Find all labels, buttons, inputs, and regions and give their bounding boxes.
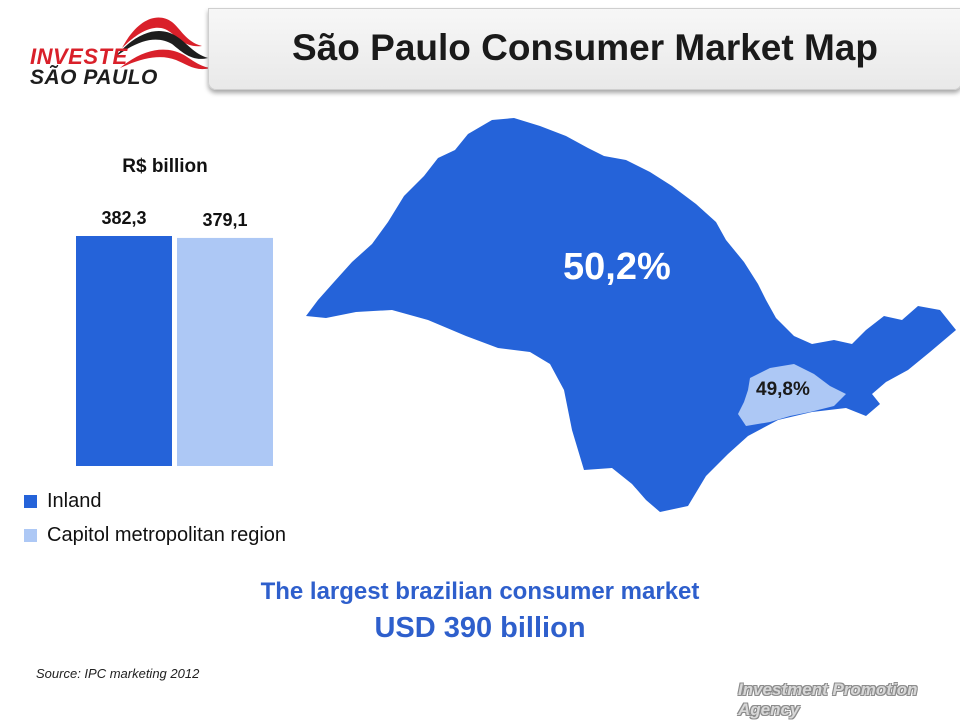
map-region-capital <box>738 364 846 426</box>
headline-line1: The largest brazilian consumer market <box>260 578 700 605</box>
bar-capital <box>177 237 273 466</box>
bar-value-label-capital: 379,1 <box>202 210 247 230</box>
legend-swatch-inland <box>24 494 37 508</box>
legend-label-inland: Inland <box>47 489 102 512</box>
map-label-inland-share: 50,2% <box>563 246 671 288</box>
bar-inland <box>76 236 172 466</box>
legend-item-capital: Capitol metropolitan region <box>24 518 286 552</box>
bar-chart: R$ billion 382,3 379,1 <box>76 156 273 466</box>
chart-legend: Inland Capitol metropolitan region <box>24 484 286 552</box>
agency-tagline: Investment Promotion Agency <box>738 680 918 719</box>
title-banner: São Paulo Consumer Market Map <box>208 8 960 90</box>
chart-title: R$ billion <box>122 156 208 177</box>
investe-sao-paulo-logo: INVESTE SÃO PAULO <box>10 8 210 90</box>
map-region-inland <box>306 118 956 512</box>
sao-paulo-state-map <box>306 118 956 512</box>
headline-line2: USD 390 billion <box>374 612 586 644</box>
source-note: Source: IPC marketing 2012 <box>36 666 200 681</box>
bar-value-label-inland: 382,3 <box>101 208 146 228</box>
logo-text-sao-paulo: SÃO PAULO <box>30 66 158 89</box>
page-title: São Paulo Consumer Market Map <box>292 27 878 68</box>
legend-label-capital: Capitol metropolitan region <box>47 523 287 546</box>
map-label-capital-share: 49,8% <box>756 379 810 400</box>
logo-swoosh-icon <box>114 17 210 70</box>
legend-item-inland: Inland <box>24 484 286 518</box>
legend-swatch-capital <box>24 528 37 542</box>
logo-text-investe: INVESTE <box>30 44 128 69</box>
